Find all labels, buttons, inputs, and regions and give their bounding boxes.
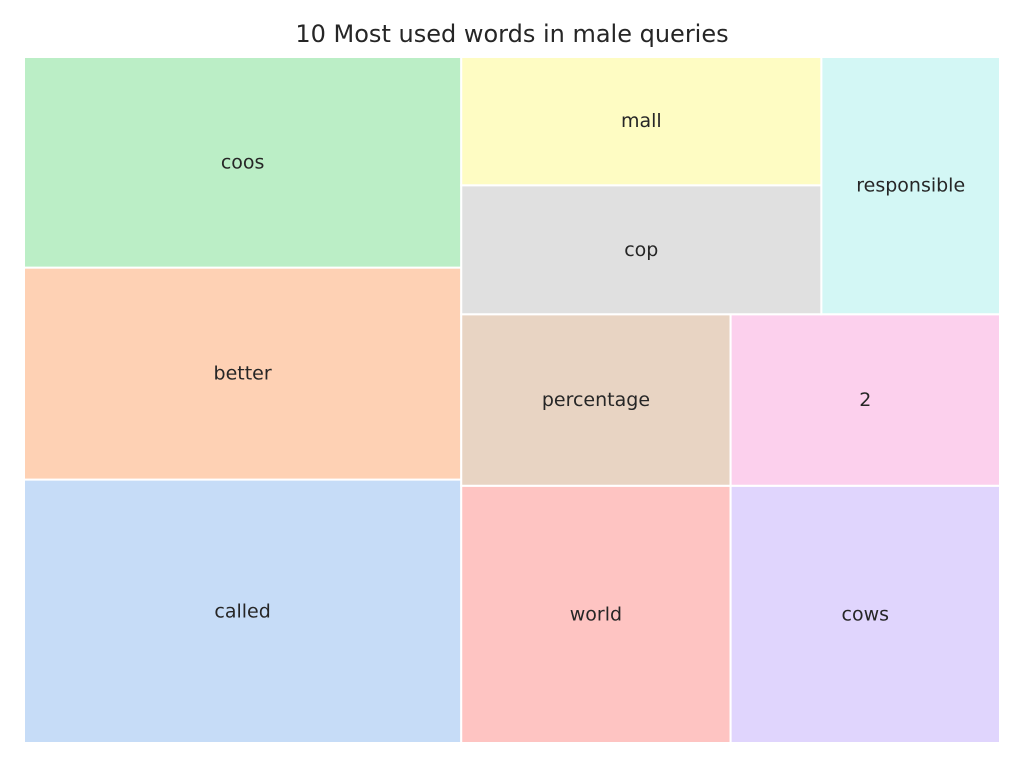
treemap-tiles <box>23 56 1002 744</box>
tile-cows <box>729 484 1002 744</box>
tile-called <box>23 478 463 744</box>
tile-percentage <box>460 313 732 487</box>
chart-title: 10 Most used words in male queries <box>295 20 729 48</box>
tile-coos <box>23 56 463 269</box>
tile-world <box>460 484 732 744</box>
treemap-labels: called better coos world cows percentage 2 cop m… <box>214 110 966 625</box>
tile-label-coos: coos <box>221 151 265 173</box>
tile-label-cop: cop <box>624 239 658 261</box>
tile-2 <box>729 313 1002 487</box>
tile-mall <box>460 56 823 187</box>
tile-label-world: world <box>570 603 622 625</box>
tile-label-cows: cows <box>842 603 890 625</box>
tile-label-2: 2 <box>859 389 871 411</box>
tile-label-mall: mall <box>621 110 662 132</box>
tile-label-responsible: responsible <box>856 175 965 197</box>
tile-label-called: called <box>214 600 270 622</box>
tile-responsible <box>820 56 1002 316</box>
tile-label-percentage: percentage <box>542 389 650 411</box>
tile-label-better: better <box>214 363 272 385</box>
tile-cop <box>460 184 823 316</box>
